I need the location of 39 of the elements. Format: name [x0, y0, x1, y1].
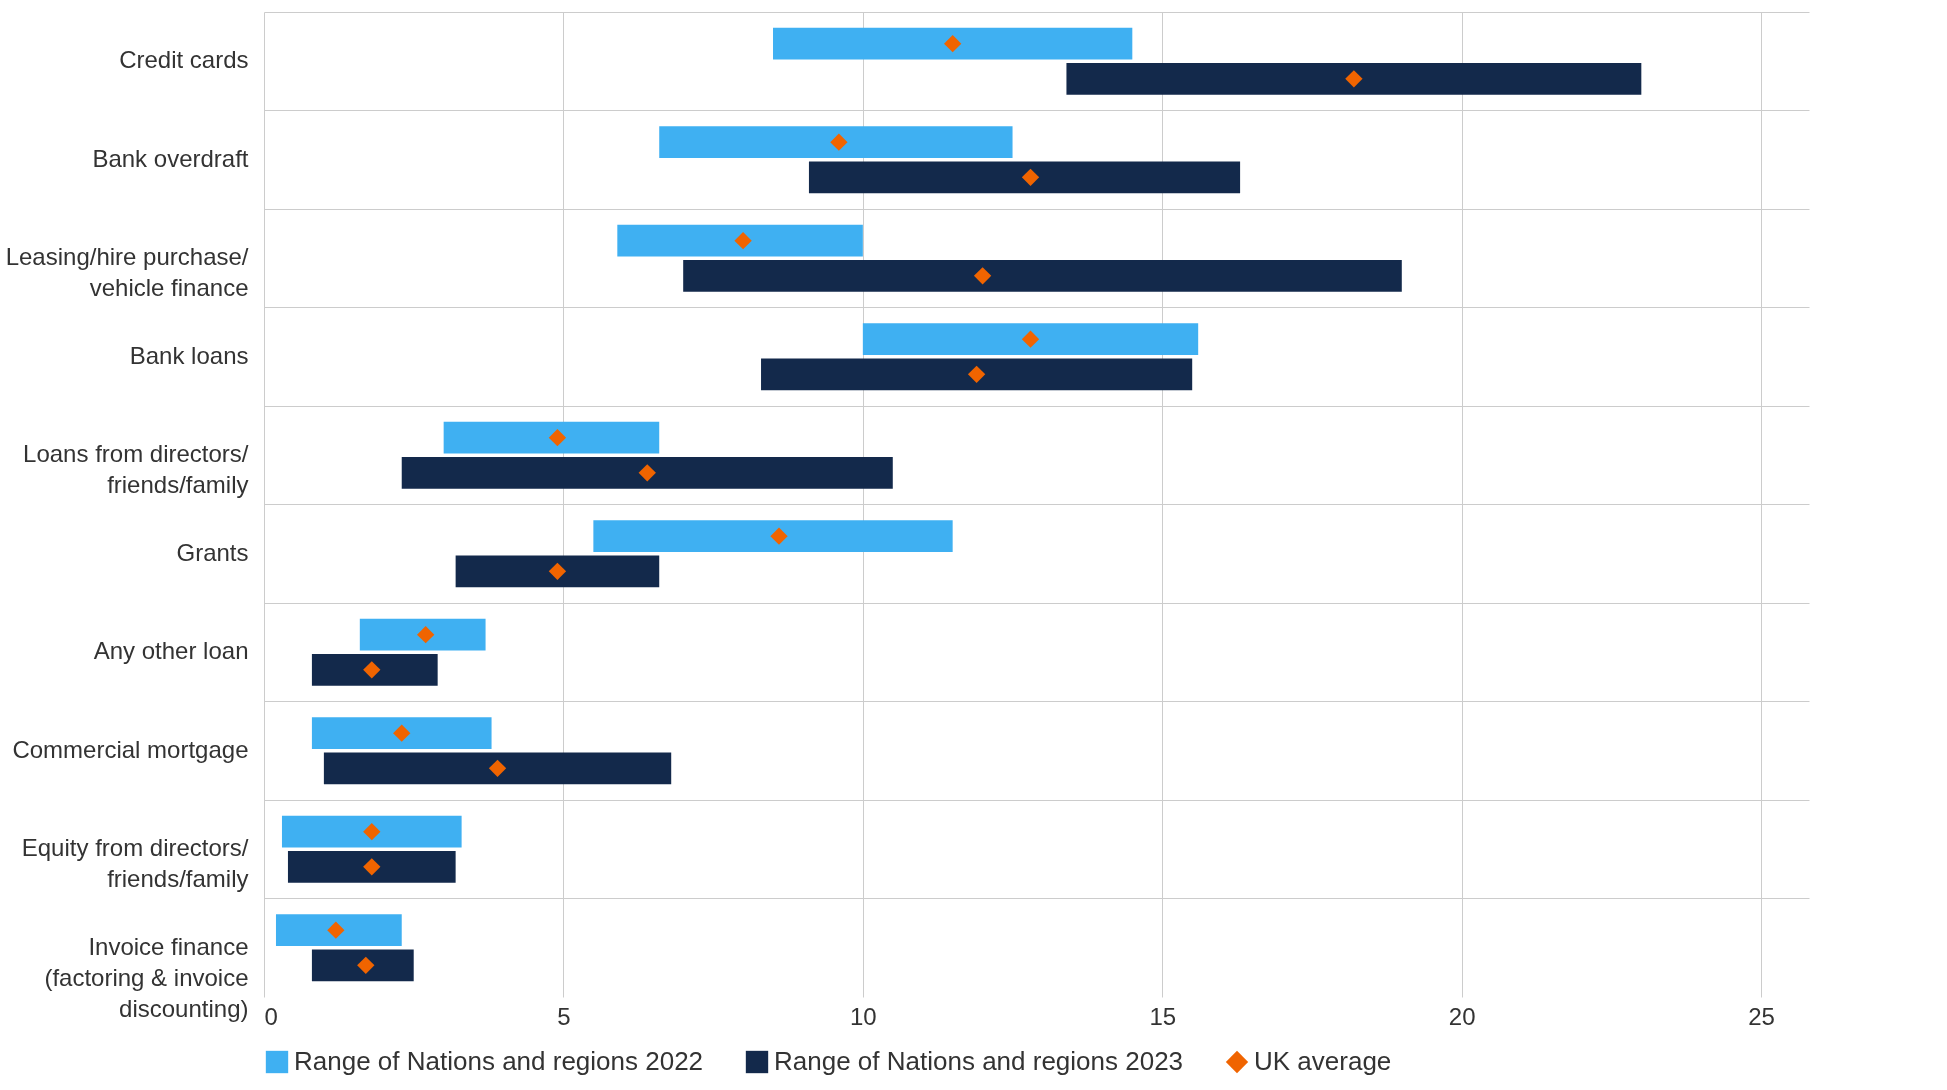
bar — [773, 27, 1133, 60]
bar — [401, 457, 893, 489]
legend-label: Range of Nations and regions 2022 — [294, 1046, 704, 1076]
bar — [593, 520, 953, 552]
x-tick-label: 0 — [264, 1002, 278, 1030]
x-tick-label: 10 — [849, 1002, 877, 1030]
legend-label: Range of Nations and regions 2023 — [774, 1046, 1184, 1076]
y-tick-label: Credit cards — [119, 46, 249, 74]
bar — [323, 752, 672, 785]
legend-label: UK average — [1254, 1046, 1392, 1076]
bar — [359, 618, 486, 651]
bar — [761, 358, 1193, 391]
bar — [281, 815, 462, 848]
bar — [808, 161, 1241, 194]
x-tick-label: 5 — [557, 1002, 571, 1030]
x-tick-label: 15 — [1149, 1002, 1177, 1030]
y-tick-label: Bank overdraft — [92, 144, 249, 172]
bar — [1066, 63, 1642, 95]
y-tick-label: Loans from directors/ friends/family — [23, 440, 249, 499]
bar — [311, 654, 438, 686]
y-tick-label: Invoice finance (factoring & invoice discounting) — [44, 932, 249, 1022]
y-tick-label: Equity from directors/ friends/family — [21, 834, 249, 893]
bar — [862, 323, 1199, 355]
y-tick-label: Any other loan — [93, 637, 249, 665]
bar — [275, 914, 402, 946]
bar — [617, 224, 863, 257]
y-tick-label: Bank loans — [129, 341, 249, 369]
x-tick-label: 25 — [1748, 1002, 1775, 1030]
bar — [311, 949, 414, 982]
bar — [659, 126, 1013, 158]
y-tick-label: Leasing/hire purchase/ vehicle finance — [5, 243, 249, 302]
x-tick-label: 20 — [1448, 1002, 1476, 1030]
bar — [455, 555, 660, 588]
y-tick-label: Commercial mortgage — [12, 735, 249, 763]
bar — [287, 851, 456, 883]
bar — [311, 717, 492, 749]
bar — [443, 421, 660, 454]
bar — [683, 260, 1402, 292]
y-tick-label: Grants — [176, 538, 249, 566]
